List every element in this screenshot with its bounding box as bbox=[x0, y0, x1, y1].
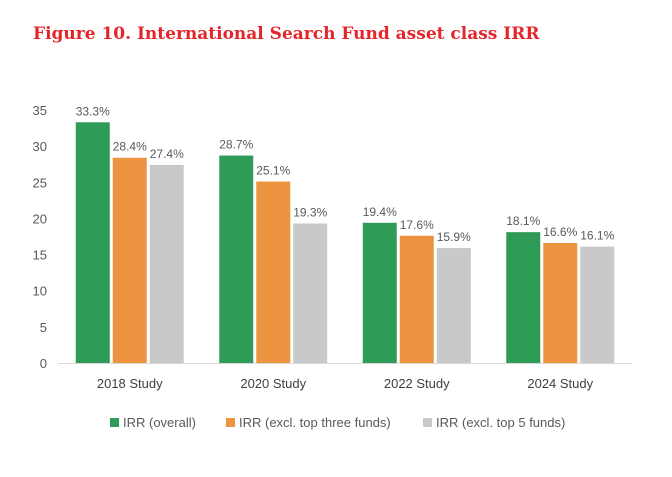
y-tick-label: 30 bbox=[33, 139, 47, 154]
legend-label: IRR (excl. top three funds) bbox=[239, 415, 391, 430]
x-tick-label: 2022 Study bbox=[384, 376, 450, 391]
data-label: 25.1% bbox=[256, 164, 290, 178]
bar-1-3 bbox=[362, 222, 397, 363]
bar-3-1 bbox=[149, 164, 184, 363]
data-label: 28.7% bbox=[219, 138, 253, 152]
data-label: 28.4% bbox=[113, 140, 147, 154]
data-label: 33.3% bbox=[76, 104, 110, 118]
bar-2-3 bbox=[399, 235, 434, 363]
bar-1-1 bbox=[75, 122, 110, 363]
bar-1-4 bbox=[506, 232, 541, 363]
figure-title: Figure 10. International Search Fund ass… bbox=[33, 24, 540, 44]
legend-swatch bbox=[226, 418, 235, 427]
data-label: 16.1% bbox=[580, 229, 614, 243]
bar-2-4 bbox=[543, 243, 578, 363]
legend-swatch bbox=[110, 418, 119, 427]
y-tick-label: 0 bbox=[40, 356, 47, 371]
x-tick-label: 2018 Study bbox=[97, 376, 163, 391]
bar-3-2 bbox=[293, 223, 328, 363]
y-tick-label: 25 bbox=[33, 175, 47, 190]
bar-3-4 bbox=[580, 246, 615, 363]
bar-2-2 bbox=[256, 181, 291, 363]
bar-2-1 bbox=[112, 157, 147, 363]
data-label: 18.1% bbox=[506, 214, 540, 228]
data-label: 19.3% bbox=[293, 205, 327, 219]
y-tick-label: 20 bbox=[33, 211, 47, 226]
data-label: 17.6% bbox=[400, 218, 434, 232]
x-tick-label: 2020 Study bbox=[240, 376, 306, 391]
x-tick-label: 2024 Study bbox=[527, 376, 593, 391]
data-label: 15.9% bbox=[437, 230, 471, 244]
data-label: 16.6% bbox=[543, 225, 577, 239]
bar-1-2 bbox=[219, 155, 254, 363]
data-label: 27.4% bbox=[150, 147, 184, 161]
y-tick-label: 35 bbox=[33, 103, 47, 118]
y-tick-label: 5 bbox=[40, 320, 47, 335]
bar-3-3 bbox=[436, 248, 471, 363]
legend-label: IRR (overall) bbox=[123, 415, 196, 430]
y-tick-label: 10 bbox=[33, 284, 47, 299]
data-label: 19.4% bbox=[363, 205, 397, 219]
legend-swatch bbox=[423, 418, 432, 427]
y-tick-label: 15 bbox=[33, 248, 47, 263]
legend-label: IRR (excl. top 5 funds) bbox=[436, 415, 565, 430]
